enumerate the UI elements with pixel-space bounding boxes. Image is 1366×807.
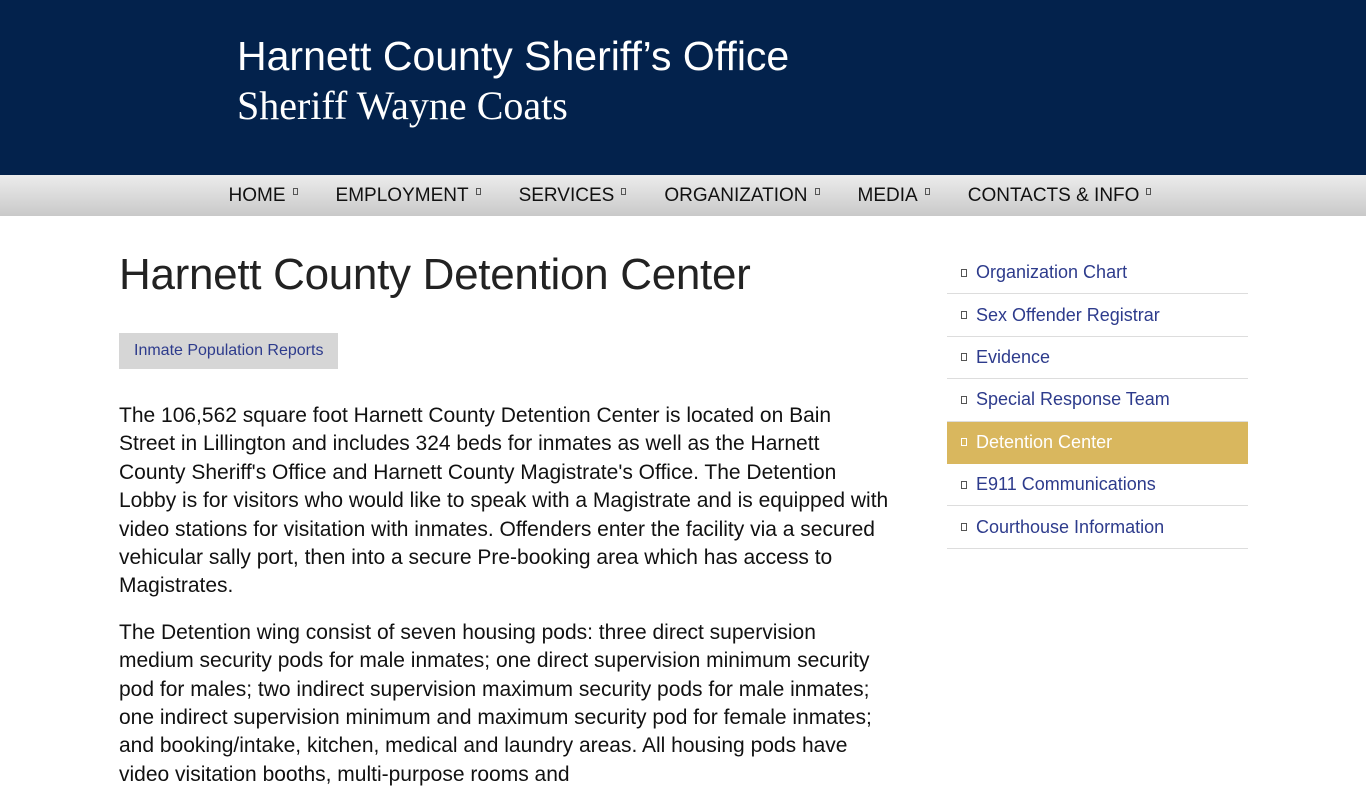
sidebar-item-special-response-team[interactable]: Special Response Team	[947, 379, 1248, 422]
nav-media[interactable]: MEDIA	[858, 185, 930, 207]
inmate-population-reports-button[interactable]: Inmate Population Reports	[119, 333, 339, 369]
nav-organization[interactable]: ORGANIZATION	[664, 184, 820, 207]
dropdown-icon	[621, 188, 627, 195]
nav-label: SERVICES	[518, 184, 615, 206]
bullet-icon	[961, 523, 967, 532]
sidebar-label: Evidence	[976, 346, 1051, 367]
nav-services[interactable]: SERVICES	[519, 185, 627, 207]
nav-home[interactable]: HOME	[229, 185, 298, 207]
nav-contacts[interactable]: CONTACTS & INFO	[968, 185, 1152, 207]
bullet-icon	[961, 268, 967, 277]
sidebar-item-e911-communications[interactable]: E911 Communications	[947, 464, 1248, 507]
dropdown-icon	[292, 188, 298, 195]
sidebar-item-courthouse-information[interactable]: Courthouse Information	[947, 506, 1248, 549]
bullet-icon	[961, 311, 967, 320]
sidebar-menu: Organization Chart Sex Offender Registra…	[947, 252, 1248, 549]
bullet-icon	[961, 480, 967, 489]
sidebar-label: Detention Center	[976, 431, 1113, 452]
main-content: Harnett County Detention Center Inmate P…	[119, 250, 889, 807]
sidebar-item-organization-chart[interactable]: Organization Chart	[947, 252, 1248, 295]
nav-employment[interactable]: EMPLOYMENT	[336, 185, 481, 207]
bullet-icon	[961, 395, 967, 404]
sidebar-label: Courthouse Information	[976, 516, 1165, 537]
nav-label: MEDIA	[857, 184, 918, 206]
sidebar-item-sex-offender-registrar[interactable]: Sex Offender Registrar	[947, 294, 1248, 337]
nav-label: EMPLOYMENT	[335, 184, 469, 206]
sidebar-label: Organization Chart	[976, 262, 1128, 283]
site-header: Harnett County Sheriff’s Office Sheriff …	[0, 0, 1366, 175]
dropdown-icon	[924, 188, 930, 195]
nav-label: ORGANIZATION	[664, 184, 808, 206]
page-title: Harnett County Detention Center	[119, 250, 751, 299]
dropdown-icon	[1146, 188, 1152, 195]
bullet-icon	[961, 438, 967, 447]
sidebar-item-detention-center[interactable]: Detention Center	[947, 421, 1248, 464]
paragraph: The 106,562 square foot Harnett County D…	[119, 404, 889, 598]
site-title[interactable]: Harnett County Sheriff’s Office	[237, 33, 790, 79]
paragraph: The Detention wing consist of seven hous…	[119, 620, 872, 786]
bullet-icon	[961, 353, 967, 362]
dropdown-icon	[475, 188, 481, 195]
sidebar-label: Special Response Team	[976, 389, 1170, 410]
sidebar-label: E911 Communications	[976, 474, 1156, 495]
site-subtitle: Sheriff Wayne Coats	[237, 83, 568, 128]
main-nav: HOME EMPLOYMENT SERVICES ORGANIZATION ME…	[0, 175, 1366, 216]
nav-label: CONTACTS & INFO	[967, 184, 1140, 206]
nav-label: HOME	[228, 184, 286, 206]
sidebar-label: Sex Offender Registrar	[976, 304, 1160, 325]
sidebar-item-evidence[interactable]: Evidence	[947, 337, 1248, 380]
dropdown-icon	[814, 188, 820, 195]
